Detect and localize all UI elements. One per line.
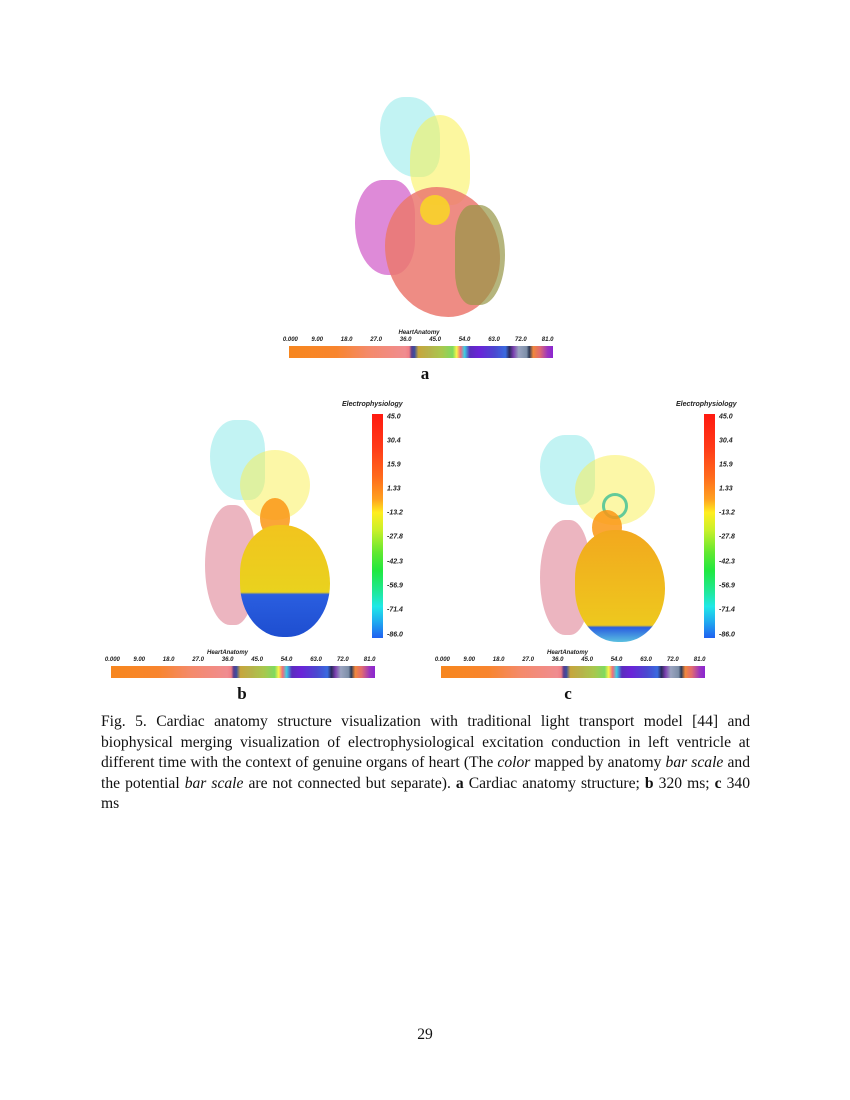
anatomy-colorbar-a: HeartAnatomy 0.000 9.00 18.0 27.0 36.0 4…	[282, 330, 554, 363]
anatomy-gradient-bar	[111, 666, 375, 678]
page-number: 29	[417, 1026, 433, 1043]
anatomy-colorbar-c: HeartAnatomy 0.000 9.00 18.0 27.0 36.0 4…	[434, 650, 706, 683]
panel-label-b: b	[237, 684, 247, 703]
potential-gradient-bar	[704, 414, 715, 638]
anatomy-bar-title: HeartAnatomy	[398, 330, 440, 336]
anatomy-bar-title: HeartAnatomy	[207, 650, 249, 656]
anatomy-bar-ticks: 0.000 9.00 18.0 27.0 36.0 45.0 54.0 63.0…	[434, 657, 706, 663]
potential-colorbar-b: Electrophysiology 45.0 30.4 15.9 1.33 -1…	[342, 401, 403, 639]
anatomy-bar-ticks: 0.000 9.00 18.0 27.0 36.0 45.0 54.0 63.0…	[104, 657, 376, 663]
heart-render-c	[530, 425, 670, 645]
potential-gradient-bar	[372, 414, 383, 638]
heart-render-a	[340, 95, 520, 325]
anatomy-gradient-bar	[441, 666, 705, 678]
anatomy-colorbar-b: HeartAnatomy 0.000 9.00 18.0 27.0 36.0 4…	[104, 650, 376, 683]
figure-caption: Fig. 5. Cardiac anatomy structure visual…	[101, 713, 751, 812]
potential-bar-title: Electrophysiology	[342, 401, 403, 408]
potential-colorbar-c: Electrophysiology 45.0 30.4 15.9 1.33 -1…	[676, 401, 737, 639]
anatomy-bar-ticks: 0.000 9.00 18.0 27.0 36.0 45.0 54.0 63.0…	[282, 337, 554, 343]
heart-render-b	[195, 410, 335, 640]
anatomy-gradient-bar	[289, 346, 553, 358]
panel-label-c: c	[564, 684, 572, 703]
potential-bar-title: Electrophysiology	[676, 401, 737, 408]
panel-label-a: a	[420, 364, 430, 383]
anatomy-bar-title: HeartAnatomy	[547, 650, 589, 656]
